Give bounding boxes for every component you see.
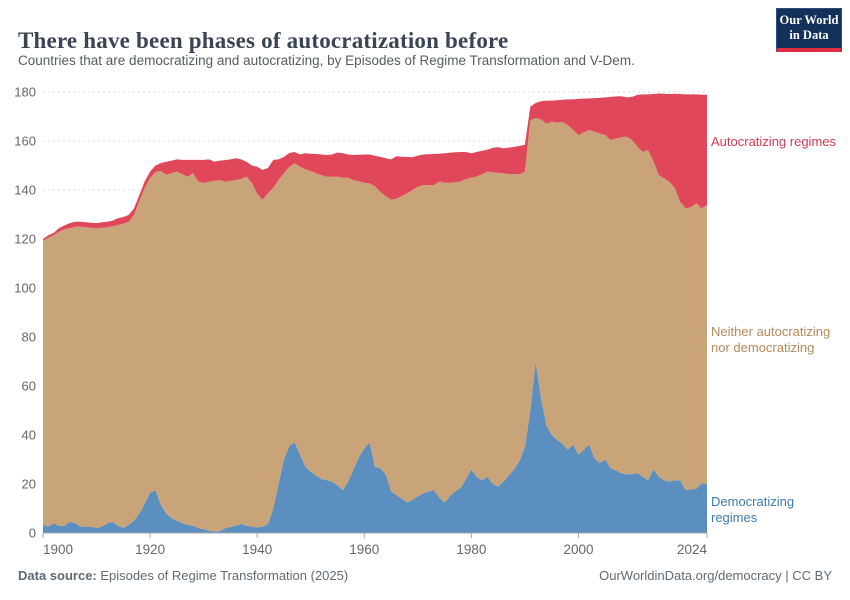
area-neither[interactable] [43,118,707,532]
y-tick-label-40: 40 [22,428,36,443]
y-tick-label-20: 20 [22,477,36,492]
series-label-autocratizing: Autocratizing regimes [711,134,836,149]
x-tick-label-2024: 2024 [677,542,708,557]
area-democratizing[interactable] [43,361,707,534]
y-tick-label-160: 160 [14,134,36,149]
x-tick-label-1900: 1900 [43,542,73,557]
owid-logo[interactable]: Our World in Data [776,8,842,52]
y-tick-label-0: 0 [29,526,36,541]
y-tick-label-120: 120 [14,232,36,247]
chart-subtitle: Countries that are democratizing and aut… [18,53,635,68]
x-tick-label-1920: 1920 [135,542,165,557]
x-tick-label-1960: 1960 [349,542,379,557]
y-tick-label-180: 180 [14,85,36,100]
owid-logo-text-line2: in Data [789,28,829,42]
y-tick-label-80: 80 [22,330,36,345]
x-tick-label-1980: 1980 [456,542,486,557]
page-title: There have been phases of autocratizatio… [18,28,509,54]
x-tick-label-2000: 2000 [563,542,593,557]
series-label-democratizing: Democratizing regimes [711,494,795,525]
data-source-label: Data source: [18,568,97,583]
y-tick-label-60: 60 [22,379,36,394]
credit-link[interactable]: OurWorldinData.org/democracy | CC BY [599,568,832,583]
owid-logo-text-line1: Our World [779,13,839,27]
chart-footer: OurWorldinData.org/democracy | CC BY Dat… [18,568,832,583]
area-autocratizing[interactable] [43,93,707,241]
x-tick-label-1940: 1940 [242,542,272,557]
y-tick-label-140: 140 [14,183,36,198]
data-source-line: Data source: Episodes of Regime Transfor… [18,568,348,583]
series-label-neither: Neither autocratizing nor democratizing [711,324,831,355]
y-tick-label-100: 100 [14,281,36,296]
data-source-value: Episodes of Regime Transformation (2025) [96,568,349,583]
